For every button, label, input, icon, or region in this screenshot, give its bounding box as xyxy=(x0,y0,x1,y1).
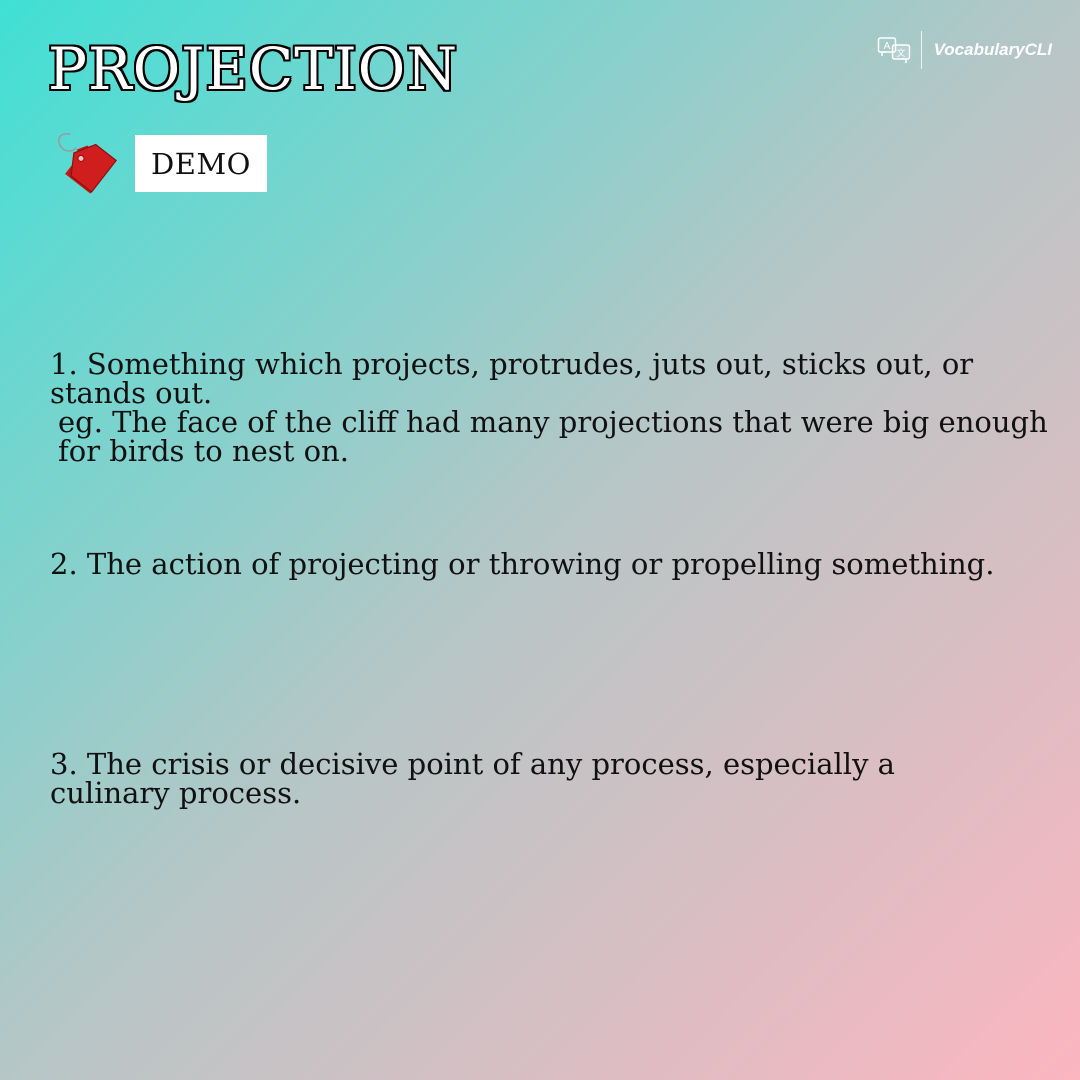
brand-name: VocabularyCLI xyxy=(933,40,1052,59)
definition-2: 2. The action of projecting or throwing … xyxy=(50,550,1060,579)
definition-1: 1. Something which projects, protrudes, … xyxy=(50,350,1060,466)
translate-icon: A 文 xyxy=(877,37,910,63)
definition-example: eg. The face of the cliff had many proje… xyxy=(58,405,1048,468)
price-tag-icon xyxy=(57,133,117,194)
part-of-speech-badge: DEMO xyxy=(135,135,267,192)
brand: A 文 VocabularyCLI xyxy=(877,31,1052,69)
definition-text: 2. The action of projecting or throwing … xyxy=(50,547,995,581)
definition-text: 1. Something which projects, protrudes, … xyxy=(50,347,974,410)
definition-text: 3. The crisis or decisive point of any p… xyxy=(50,747,895,810)
svg-text:A: A xyxy=(883,41,890,52)
definition-3: 3. The crisis or decisive point of any p… xyxy=(50,750,910,808)
word-title: PROJECTION xyxy=(48,35,459,103)
svg-text:文: 文 xyxy=(896,47,905,59)
brand-divider xyxy=(920,31,922,69)
